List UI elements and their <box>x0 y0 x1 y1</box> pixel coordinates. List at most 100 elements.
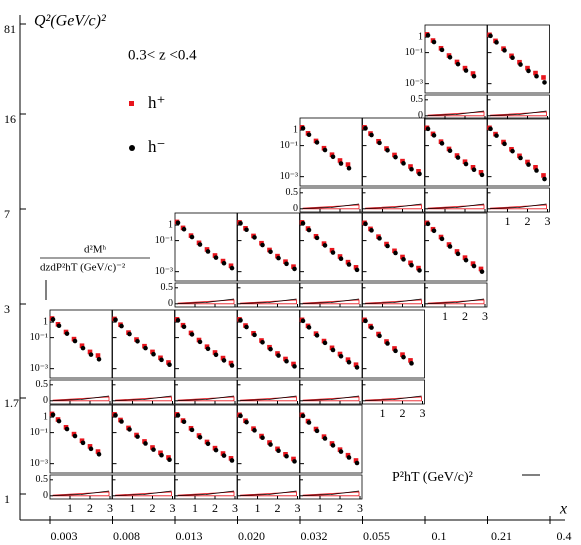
data-point-hplus <box>337 351 343 357</box>
data-point-hminus <box>64 331 70 336</box>
data-point-hminus <box>510 55 515 60</box>
panel-y-tick-label: 1 <box>293 124 298 135</box>
ratio-line <box>240 298 297 304</box>
data-point-hplus <box>454 59 460 65</box>
data-point-hminus <box>330 154 336 160</box>
panel-frame <box>237 309 300 379</box>
data-point-hminus <box>260 435 265 440</box>
panel-y-tick-label: 10⁻¹ <box>30 332 48 343</box>
data-point-hminus <box>306 420 312 425</box>
data-point-hminus <box>354 365 360 370</box>
data-point-hminus <box>502 48 507 53</box>
data-point-hminus <box>284 358 289 364</box>
panel-y-tick-label: 10⁻¹ <box>155 235 173 246</box>
panel-frame <box>487 24 550 94</box>
panel-x-tick-label: 2 <box>87 501 93 515</box>
panel-x-tick-label: 2 <box>337 501 343 515</box>
panel-x-tick-label: 1 <box>255 501 261 515</box>
data-point-hplus <box>462 255 468 260</box>
data-point-hminus <box>252 428 257 433</box>
panel-y-tick-label: 10⁻³ <box>155 266 173 277</box>
data-point-hplus <box>353 458 359 463</box>
data-point-hplus <box>470 165 476 170</box>
data-point-hminus <box>425 126 431 132</box>
data-point-hminus <box>385 341 390 346</box>
panel-x-tick-label: 1 <box>317 501 323 515</box>
data-point-hminus <box>502 141 507 147</box>
ratio-line <box>302 203 360 209</box>
panel-x-tick-label: 3 <box>107 501 113 515</box>
ratio-line <box>490 110 547 116</box>
ratio-frame <box>424 282 488 308</box>
data-point-hminus <box>175 413 181 418</box>
data-point-hplus <box>416 265 421 271</box>
q2-bin-label: 1.7 <box>4 396 19 410</box>
data-point-hminus <box>127 427 132 432</box>
data-point-hminus <box>431 39 437 45</box>
data-point-hminus <box>425 221 431 227</box>
data-point-hminus <box>72 433 78 439</box>
data-point-hminus <box>369 325 374 330</box>
data-point-hminus <box>330 443 336 448</box>
panel-y-tick-label: 1 <box>43 411 48 422</box>
ratio-y-tick-label: 0.5 <box>161 282 174 293</box>
data-point-hminus <box>479 172 485 178</box>
x-bin-label: 0.013 <box>176 529 203 543</box>
panel-x-tick-label: 1 <box>67 501 73 515</box>
data-point-hplus <box>541 75 546 80</box>
data-point-hplus <box>408 164 413 169</box>
ratio-y-tick-label: 0 <box>43 395 48 406</box>
panel-frame <box>174 404 238 474</box>
data-point-hplus <box>416 169 421 174</box>
data-point-hminus <box>439 236 445 242</box>
data-point-hminus <box>72 338 78 344</box>
data-point-hminus <box>346 359 352 365</box>
ratio-y-tick-label: 0 <box>43 490 48 501</box>
ratio-y-tick-label: 0 <box>293 203 298 214</box>
panel-x-tick-label: 3 <box>357 501 363 515</box>
data-point-hplus <box>212 350 218 355</box>
data-point-hplus <box>291 361 296 367</box>
data-point-hminus <box>213 255 219 260</box>
data-point-hminus <box>167 362 172 367</box>
y-label-top: d²Mʰ <box>84 244 107 256</box>
data-point-hplus <box>392 346 397 351</box>
data-point-hplus <box>400 254 405 260</box>
data-point-hplus <box>220 258 226 264</box>
ratio-y-tick-label: 0.5 <box>36 379 49 390</box>
data-point-hminus <box>314 333 320 338</box>
data-point-hminus <box>425 33 431 38</box>
legend-label: h⁻ <box>148 137 165 156</box>
data-point-hminus <box>229 363 235 368</box>
data-point-hminus <box>181 226 187 232</box>
data-point-hminus <box>306 132 312 138</box>
panel-y-tick-label: 10⁻¹ <box>30 427 48 438</box>
data-point-hminus <box>463 257 469 263</box>
data-point-hplus <box>228 360 234 366</box>
data-point-hminus <box>322 436 328 441</box>
data-point-hminus <box>213 352 219 358</box>
panel-y-tick-label: 1 <box>418 31 423 42</box>
data-point-hminus <box>181 324 187 330</box>
data-point-hminus <box>284 453 289 459</box>
data-point-hminus <box>229 265 235 271</box>
data-point-hminus <box>363 221 368 227</box>
data-point-hplus <box>95 353 101 358</box>
panel-y-tick-label: 10⁻¹ <box>405 47 423 58</box>
data-point-hminus <box>431 228 437 234</box>
data-point-hminus <box>338 256 344 262</box>
data-point-hplus <box>158 450 163 456</box>
x-bin-label: 0.003 <box>51 529 78 543</box>
ratio-frame <box>299 187 363 213</box>
data-point-hminus <box>314 140 320 145</box>
data-point-hminus <box>197 242 203 247</box>
data-point-hminus <box>369 228 374 233</box>
panel-frame <box>299 117 363 187</box>
ratio-line <box>302 490 360 496</box>
ratio-frame <box>362 187 425 213</box>
data-point-hminus <box>159 452 164 458</box>
panel-x-tick-label: 2 <box>150 501 156 515</box>
ratio-line <box>115 395 172 401</box>
data-point-hminus <box>409 361 414 366</box>
data-point-hminus <box>338 449 344 454</box>
